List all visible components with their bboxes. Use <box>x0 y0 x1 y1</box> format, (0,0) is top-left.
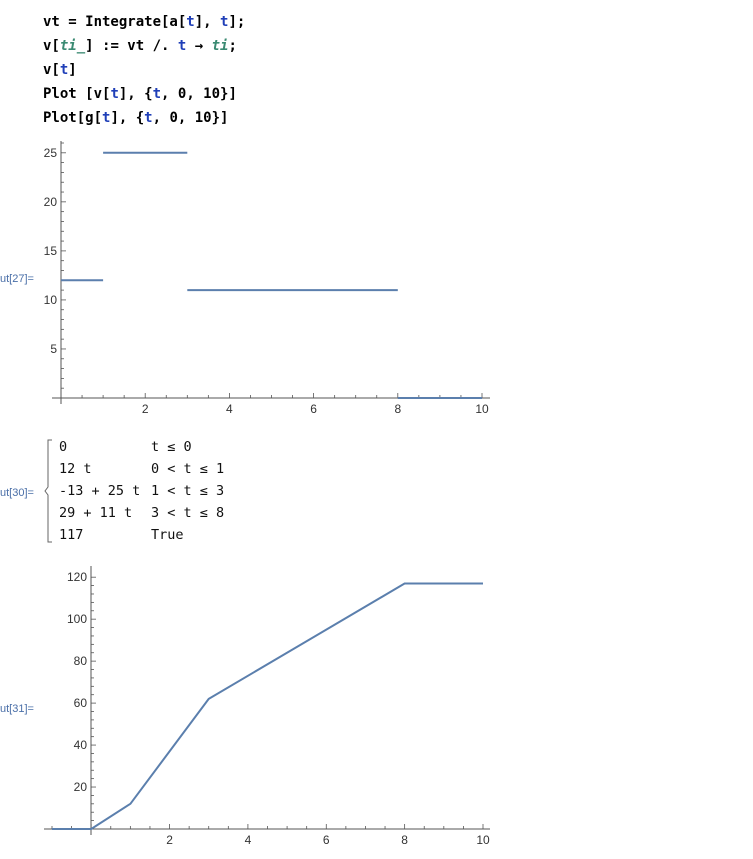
x-tick-label: 10 <box>476 833 490 847</box>
code-token: Plot [v[ <box>43 86 111 102</box>
piecewise-condition: 3 < t ≤ 8 <box>151 505 224 521</box>
code-token: t <box>144 110 153 126</box>
code-token: t <box>152 86 162 102</box>
piecewise-condition: t ≤ 0 <box>151 439 192 455</box>
x-tick-label: 2 <box>166 833 173 847</box>
piecewise-brace <box>44 439 52 543</box>
piecewise-condition: 1 < t ≤ 3 <box>151 483 224 499</box>
code-token: t <box>220 14 229 30</box>
y-tick-label: 40 <box>74 738 88 752</box>
code-token: ti_ <box>59 38 86 54</box>
series-line <box>52 582 483 830</box>
code-token: , 0, 10}] <box>161 86 237 102</box>
piecewise-condition: True <box>151 527 184 543</box>
piecewise-condition: 0 < t ≤ 1 <box>151 461 224 477</box>
code-token: t <box>102 110 111 126</box>
x-tick-label: 8 <box>401 833 408 847</box>
code-token: Plot[g[ <box>43 110 103 126</box>
input-line[interactable]: v[t] <box>43 62 77 78</box>
y-tick-label: 120 <box>67 570 87 584</box>
piecewise-expr: 12 t <box>59 461 92 477</box>
piecewise-expr: -13 + 25 t <box>59 483 140 499</box>
code-token: ti <box>211 38 229 54</box>
input-line[interactable]: Plot[g[t], {t, 0, 10}] <box>43 110 228 126</box>
y-tick-label: 20 <box>74 780 88 794</box>
output-label-31: ut[31]= <box>0 703 34 715</box>
code-token: ] := vt /. <box>85 38 178 54</box>
output-label-27: ut[27]= <box>0 273 34 285</box>
input-line[interactable]: v[ti_] := vt /. t → ti; <box>43 38 237 54</box>
code-token: ; <box>228 38 237 54</box>
code-token: v[ <box>43 38 60 54</box>
x-tick-label: 10 <box>475 402 489 416</box>
y-tick-label: 60 <box>74 696 88 710</box>
y-tick-label: 10 <box>44 293 58 307</box>
code-token: t <box>110 86 119 102</box>
x-tick-label: 4 <box>245 833 252 847</box>
y-tick-label: 25 <box>44 146 58 160</box>
code-token: ] <box>68 62 77 78</box>
code-token: ], { <box>118 86 153 102</box>
code-token: t <box>186 14 195 30</box>
piecewise-expr: 0 <box>59 439 67 455</box>
code-token: ]; <box>228 14 246 30</box>
x-tick-label: 6 <box>323 833 330 847</box>
code-token: , 0, 10}] <box>152 110 229 126</box>
y-tick-label: 80 <box>74 654 88 668</box>
y-tick-label: 15 <box>44 244 58 258</box>
input-line[interactable]: Plot [v[t], {t, 0, 10}] <box>43 86 237 102</box>
code-token: v[ <box>43 62 60 78</box>
code-token: ], <box>194 14 221 30</box>
code-token: vt = Integrate[a[ <box>43 14 187 30</box>
x-tick-label: 2 <box>142 402 149 416</box>
output-label-30: ut[30]= <box>0 487 34 499</box>
code-token: t <box>177 38 187 54</box>
input-line[interactable]: vt = Integrate[a[t], t]; <box>43 14 245 30</box>
y-tick-label: 5 <box>50 342 57 356</box>
piecewise-expr: 117 <box>59 527 83 543</box>
piecewise-expr: 29 + 11 t <box>59 505 132 521</box>
x-tick-label: 4 <box>226 402 233 416</box>
x-tick-label: 6 <box>310 402 317 416</box>
y-tick-label: 20 <box>44 195 58 209</box>
x-tick-label: 8 <box>394 402 401 416</box>
code-token: ], { <box>110 110 145 126</box>
code-token: t <box>59 62 69 78</box>
code-token: → <box>186 38 212 54</box>
y-tick-label: 100 <box>67 612 87 626</box>
